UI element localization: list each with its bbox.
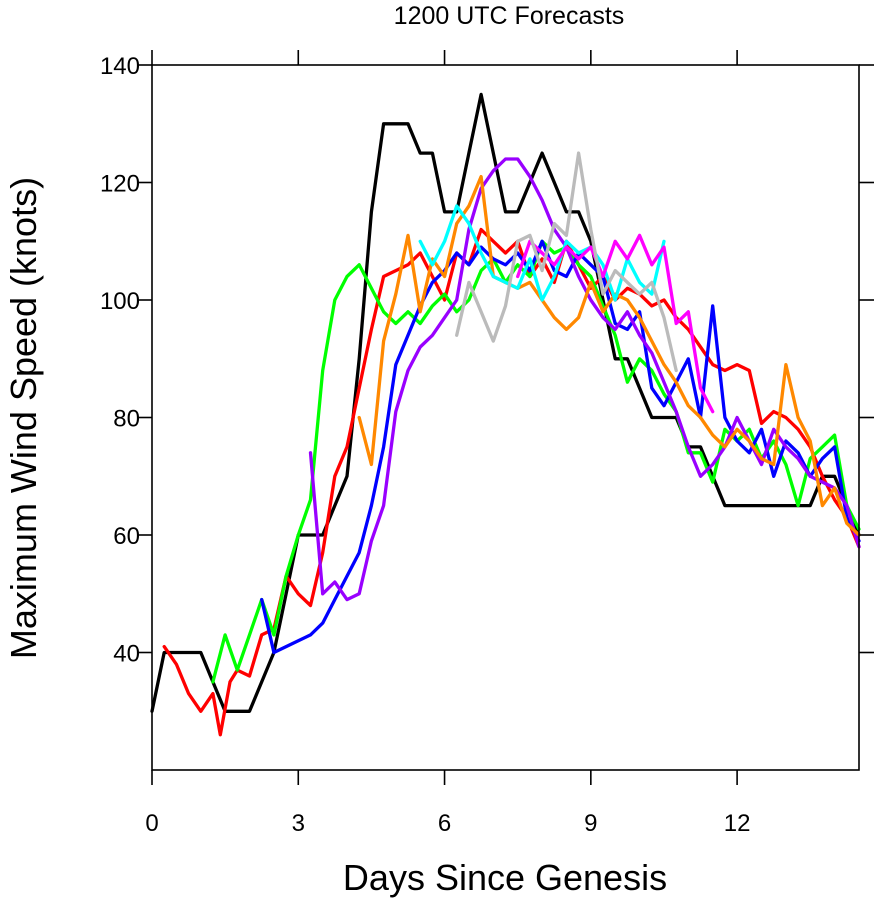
- series-line-6: [357, 174, 861, 537]
- x-tick-label: 6: [438, 810, 451, 837]
- chart-title: 1200 UTC Forecasts: [394, 2, 625, 30]
- series-line-8: [516, 233, 715, 414]
- series-line-1: [150, 92, 861, 713]
- x-axis-label: Days Since Genesis: [343, 857, 667, 898]
- y-tick-label: 120: [100, 171, 140, 198]
- series-line-5: [308, 157, 861, 602]
- x-tick-label: 3: [292, 810, 305, 837]
- x-tick-label: 12: [724, 810, 751, 837]
- series-line-7: [418, 204, 666, 302]
- y-tick-label: 40: [113, 641, 140, 668]
- series-line-9: [455, 151, 678, 373]
- x-tick-label: 9: [584, 810, 597, 837]
- y-axis-label: Maximum Wind Speed (knots): [3, 177, 44, 659]
- x-tick-label: 0: [145, 810, 158, 837]
- y-tick-label: 60: [113, 523, 140, 550]
- series-layer: [150, 92, 861, 737]
- ticks-layer: 0 3 6 9 12 40 60 80 100 120 140: [100, 50, 874, 837]
- y-tick-label: 100: [100, 288, 140, 315]
- series-line-4: [260, 239, 861, 655]
- y-tick-label: 140: [100, 53, 140, 80]
- y-tick-label: 80: [113, 406, 140, 433]
